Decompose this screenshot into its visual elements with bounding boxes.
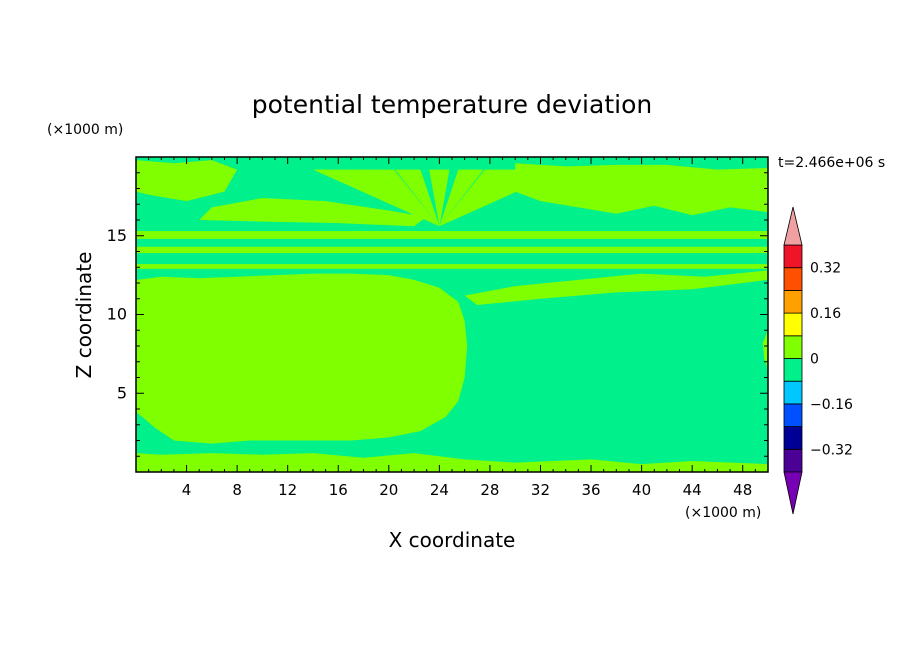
upper-left-band xyxy=(199,198,427,227)
ray-4 xyxy=(439,169,484,227)
colorbar-tick-label: −0.32 xyxy=(810,442,853,458)
ray-6 xyxy=(439,169,566,227)
y-tick-label: 10 xyxy=(107,305,127,324)
bottom-strip xyxy=(136,453,768,472)
colorbar-segment xyxy=(783,448,803,473)
colorbar-over-arrow xyxy=(783,206,803,246)
colorbar-segment xyxy=(783,335,803,359)
field-contours xyxy=(136,157,768,472)
upper-right-cap xyxy=(515,163,768,216)
x-tick-label: 4 xyxy=(182,481,192,499)
warm-dome xyxy=(136,273,468,444)
colorbar: −0.32 −0.16 0 0.16 0.32 xyxy=(783,206,853,515)
band-3 xyxy=(136,264,768,269)
colorbar-tick-label: 0.16 xyxy=(810,306,841,322)
ray-3 xyxy=(429,169,450,227)
x-axis-label: X coordinate xyxy=(389,528,516,552)
band-2 xyxy=(136,246,768,254)
colorbar-segment xyxy=(783,426,803,450)
x-tick-label: 8 xyxy=(232,481,242,499)
x-tick-label: 40 xyxy=(632,481,651,499)
y-tick-label: 5 xyxy=(117,383,127,402)
colorbar-segment xyxy=(783,244,803,269)
colorbar-tick-label: 0.32 xyxy=(810,261,841,277)
colorbar-segment xyxy=(783,403,803,427)
time-label: t=2.466e+06 s xyxy=(778,155,885,171)
x-axis: 4 8 12 16 20 24 28 32 36 40 44 48 xyxy=(148,157,756,499)
colorbar-segment xyxy=(783,312,803,337)
colorbar-under-arrow xyxy=(783,471,803,515)
x-unit-label: (×1000 m) xyxy=(685,505,761,521)
colorbar-segment xyxy=(783,358,803,382)
colorbar-tick-label: 0 xyxy=(810,352,819,368)
upper-left-cap xyxy=(136,160,238,202)
x-tick-label: 24 xyxy=(430,481,449,499)
colorbar-segment xyxy=(783,267,803,291)
ray-1 xyxy=(358,169,440,227)
x-tick-label: 44 xyxy=(683,481,702,499)
x-tick-label: 20 xyxy=(379,481,398,499)
x-tick-label: 28 xyxy=(480,481,499,499)
y-tick-label: 15 xyxy=(107,226,127,245)
colorbar-tick-label: −0.16 xyxy=(810,397,853,413)
colorbar-segment xyxy=(783,380,803,405)
y-axis-label: Z coordinate xyxy=(72,252,96,379)
x-tick-label: 12 xyxy=(278,481,297,499)
right-edge xyxy=(762,330,768,370)
y-unit-label: (×1000 m) xyxy=(47,122,123,138)
ray-0 xyxy=(313,169,440,227)
ray-2 xyxy=(395,169,440,227)
x-tick-label: 16 xyxy=(329,481,348,499)
x-tick-label: 48 xyxy=(733,481,752,499)
y-axis: 5 10 15 xyxy=(107,172,768,457)
chart-title: potential temperature deviation xyxy=(252,90,652,119)
x-tick-label: 32 xyxy=(531,481,550,499)
band-1 xyxy=(136,231,768,239)
x-tick-label: 36 xyxy=(581,481,600,499)
mid-right-streak xyxy=(464,270,768,305)
colorbar-segment xyxy=(783,289,803,314)
